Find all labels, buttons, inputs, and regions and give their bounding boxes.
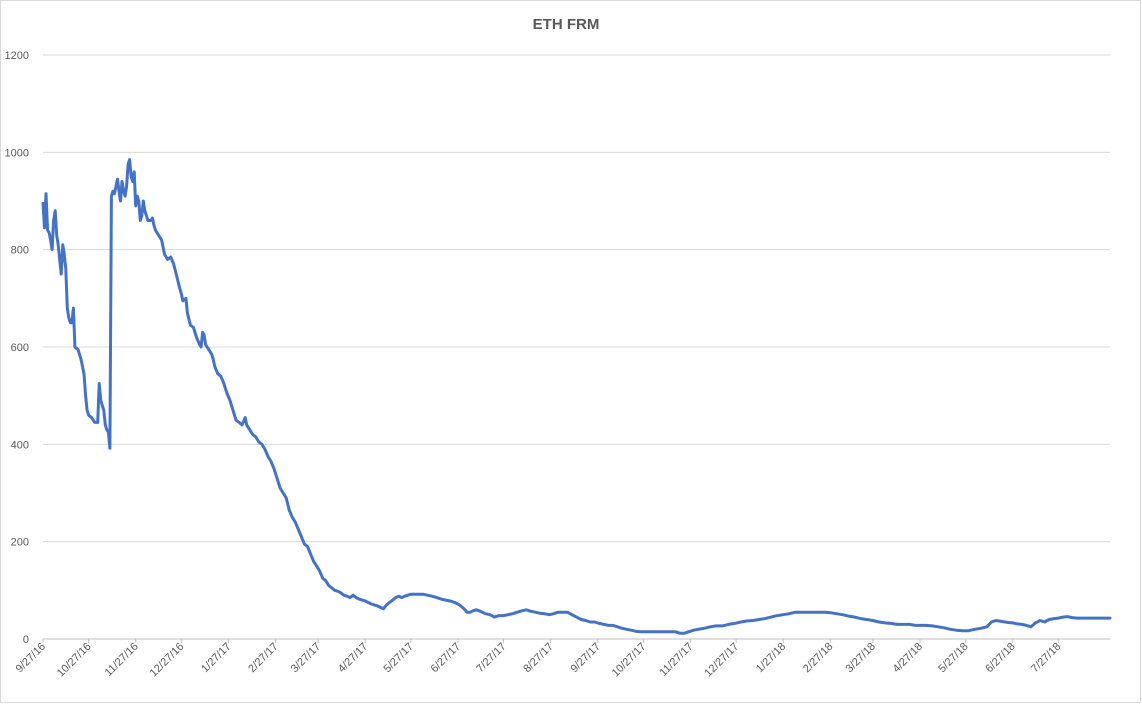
x-tick-label: 9/27/16: [14, 641, 48, 675]
y-tick-label: 200: [11, 537, 29, 549]
y-tick-label: 400: [11, 439, 29, 451]
x-tick-label: 7/27/17: [474, 641, 508, 675]
y-tick-label: 1000: [5, 147, 29, 159]
x-tick-label: 6/27/17: [429, 641, 463, 675]
x-tick-label: 4/27/17: [336, 641, 370, 675]
x-tick-label: 9/27/17: [568, 641, 602, 675]
series-line-0: [41, 158, 1112, 635]
x-tick-label: 12/27/16: [148, 641, 187, 680]
x-tick-label: 2/27/17: [246, 641, 280, 675]
x-tick-label: 8/27/17: [521, 641, 555, 675]
y-tick-label: 1200: [5, 50, 29, 62]
chart-title: ETH FRM: [532, 16, 600, 33]
x-tick-label: 1/27/18: [754, 641, 788, 675]
y-axis-ticks: 0 200 400 600 800 1000 1200: [5, 50, 29, 646]
x-axis-ticks: 9/27/16 10/27/16 11/27/16 12/27/16 1/27/17 2/…: [14, 639, 1063, 680]
y-tick-label: 800: [11, 245, 29, 257]
x-tick-label: 12/27/17: [702, 641, 741, 680]
x-tick-label: 5/27/18: [936, 641, 970, 675]
x-tick-label: 4/27/18: [891, 641, 925, 675]
x-tick-label: 5/27/17: [382, 641, 416, 675]
gridlines: [43, 54, 1110, 640]
x-tick-label: 10/27/17: [610, 641, 649, 680]
x-tick-label: 3/27/18: [844, 641, 878, 675]
x-tick-label: 11/27/16: [103, 641, 141, 679]
x-tick-label: 3/27/17: [289, 641, 323, 675]
x-tick-label: 1/27/17: [199, 641, 233, 675]
x-tick-label: 11/27/17: [657, 641, 695, 679]
series-layer: [41, 158, 1112, 635]
x-tick-label: 7/27/18: [1029, 641, 1063, 675]
y-tick-label: 0: [23, 634, 29, 646]
x-tick-label: 6/27/18: [983, 641, 1017, 675]
x-tick-label: 2/27/18: [801, 641, 835, 675]
y-tick-label: 600: [11, 342, 29, 354]
x-tick-label: 10/27/16: [55, 641, 94, 680]
